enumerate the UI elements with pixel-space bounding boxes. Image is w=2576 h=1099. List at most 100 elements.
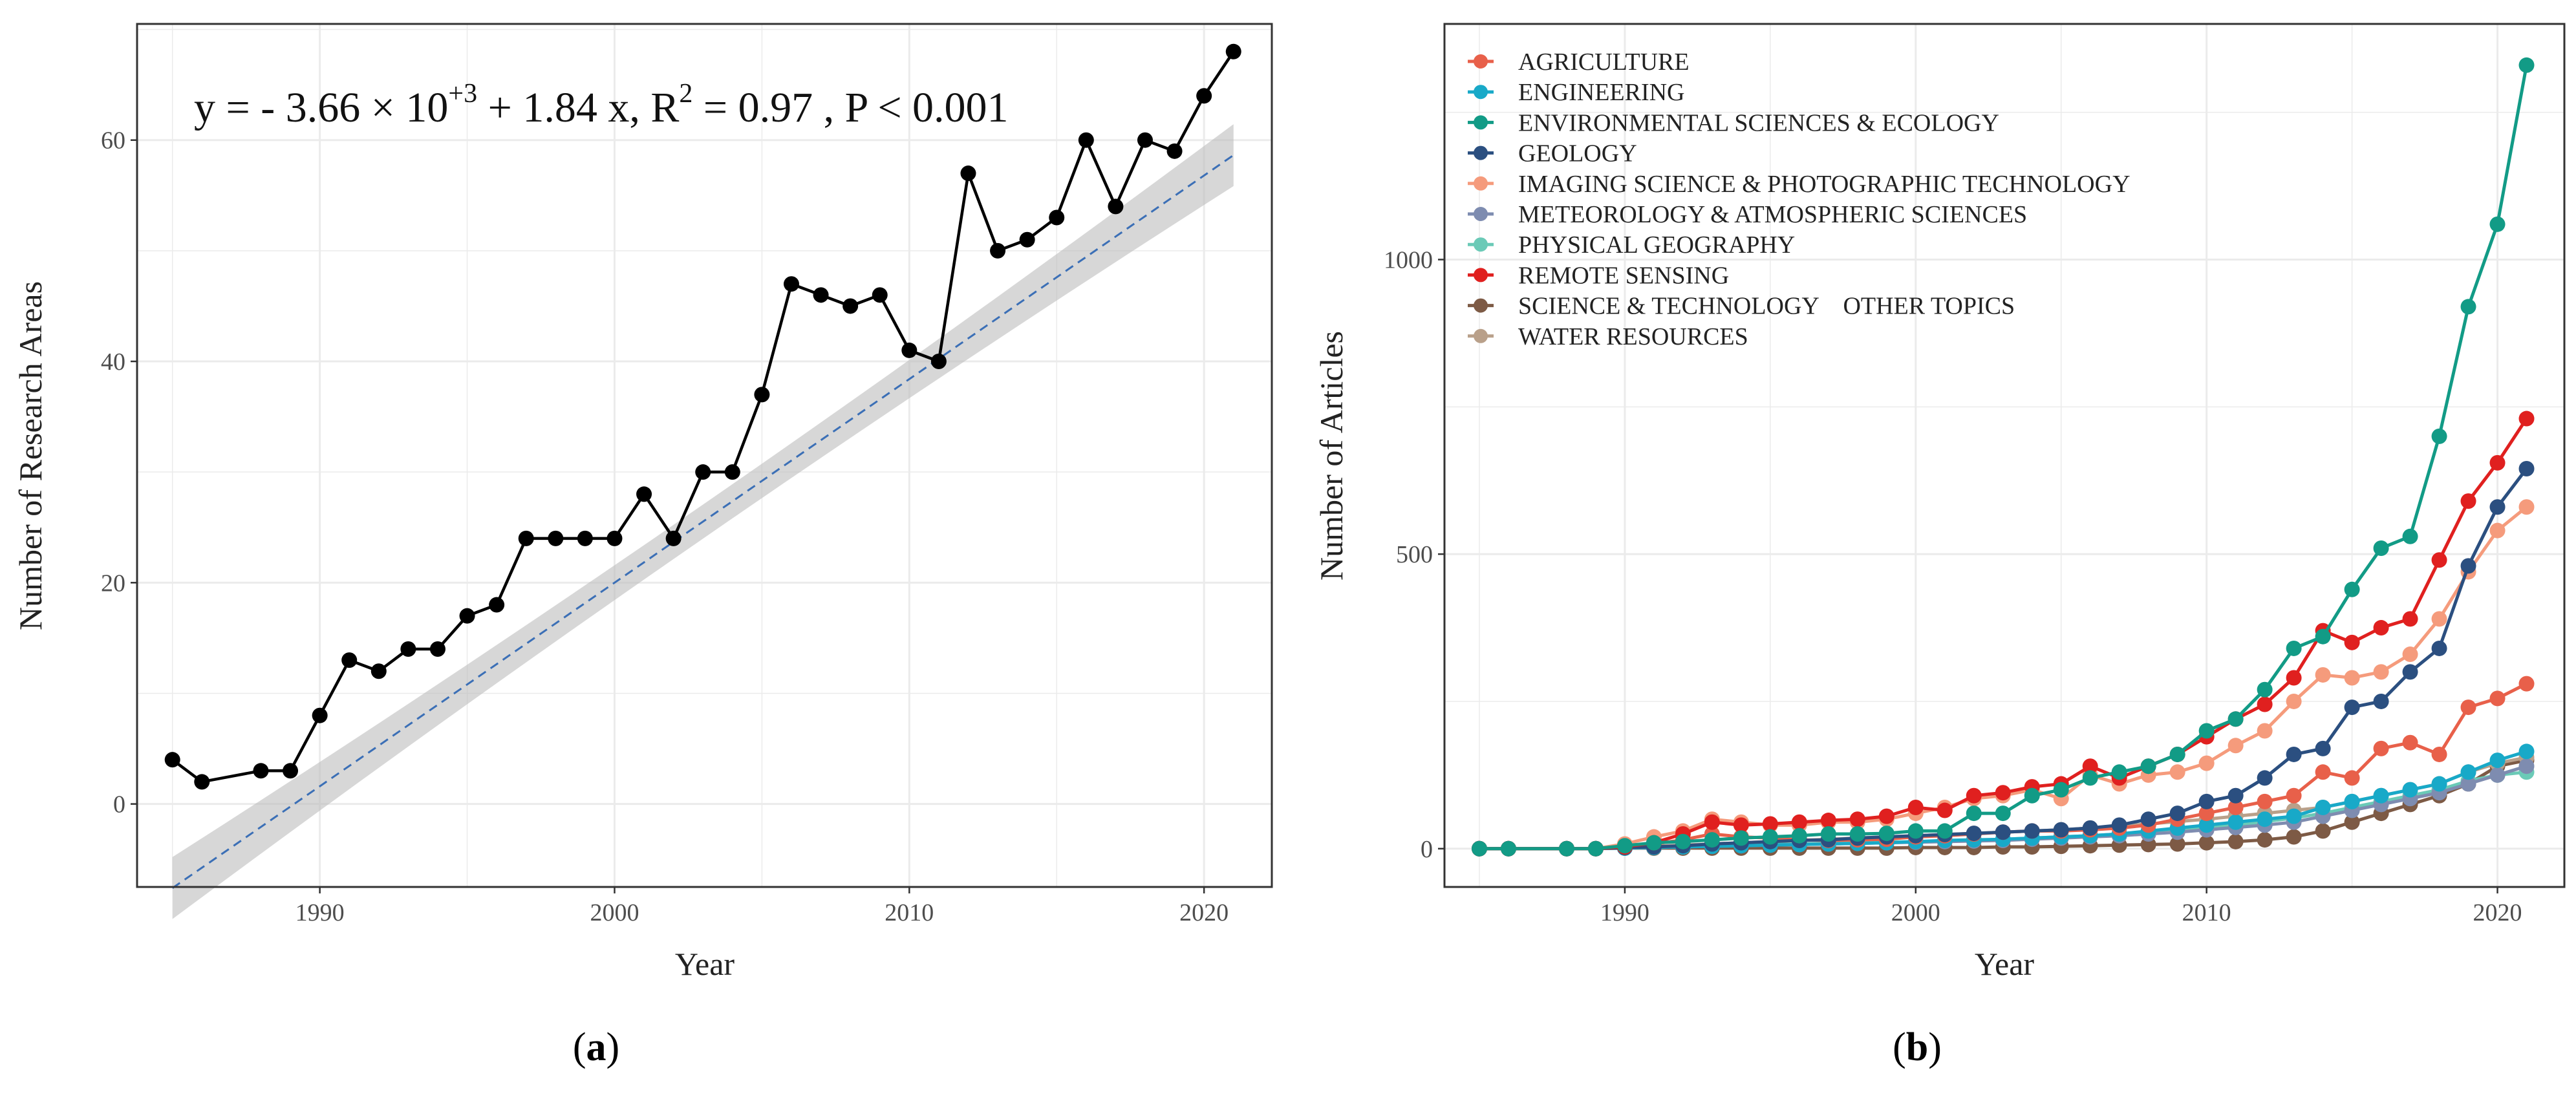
data-point-environmental-sciences-ecology-2009 [2169,746,2185,762]
data-point-1995 [459,608,475,624]
a-y-tick-label: 20 [101,570,125,597]
data-point-science-technology-other-topics-2008 [2140,837,2156,853]
data-point-environmental-sciences-ecology-1997 [1820,826,1836,842]
data-point-environmental-sciences-ecology-2016 [2373,540,2389,557]
data-point-remote-sensing-2002 [1966,787,1982,804]
data-point-geology-2013 [2286,746,2302,762]
data-point-remote-sensing-2001 [1937,802,1953,818]
legend-label: REMOTE SENSING [1518,262,1729,289]
data-point-environmental-sciences-ecology-2002 [1966,806,1982,822]
data-point-remote-sensing-1999 [1878,808,1894,824]
data-point-remote-sensing-2020 [2489,454,2506,471]
data-point-science-technology-other-topics-2014 [2315,823,2331,839]
data-point-agriculture-2014 [2315,764,2331,780]
data-point-engineering-2012 [2257,811,2273,827]
data-point-geology-2012 [2257,770,2273,786]
data-point-remote-sensing-1998 [1849,811,1865,827]
data-point-2020 [1196,88,1212,104]
data-point-geology-2003 [1995,824,2011,840]
b-x-tick-label: 1990 [1600,899,1649,926]
data-point-remote-sensing-2018 [2431,552,2447,568]
data-point-remote-sensing-1995 [1762,816,1778,832]
a-x-tick-label: 2000 [590,899,639,926]
data-point-geology-2017 [2402,664,2418,680]
data-point-2021 [1225,43,1241,59]
regression-equation: y = - 3.66 × 10+3 + 1.84 x, R2 = 0.97 , … [194,79,1009,131]
data-point-2010 [901,342,918,358]
data-point-1998 [548,530,564,546]
legend-key-dot [1474,268,1488,283]
plot-b-border [1443,23,2566,888]
data-point-imaging-science-photographic-technology-2010 [2198,755,2215,771]
data-point-2004 [724,464,740,480]
data-point-2009 [872,287,888,303]
data-point-1985 [164,752,180,768]
data-point-imaging-science-photographic-technology-2017 [2402,646,2418,663]
series-environmental-sciences-ecology [1471,57,2535,857]
panel-label-a: (a) [573,1025,619,1069]
data-point-geology-2016 [2373,693,2389,709]
y-axis-label-a: Number of Research Areas [12,281,48,630]
y-axis-label-b: Number of Articles [1313,331,1349,581]
data-point-remote-sensing-2012 [2257,696,2273,712]
data-point-geology-2010 [2198,793,2215,809]
legend-key-dot [1474,85,1488,100]
data-point-meteorology-atmospheric-sciences-2020 [2489,767,2506,783]
data-point-imaging-science-photographic-technology-2016 [2373,664,2389,680]
data-point-engineering-2010 [2198,817,2215,833]
data-point-1988 [253,763,269,779]
data-point-environmental-sciences-ecology-2013 [2286,640,2302,656]
data-point-agriculture-2016 [2373,740,2389,756]
data-point-agriculture-2018 [2431,746,2447,762]
data-point-engineering-2021 [2518,743,2535,760]
data-point-environmental-sciences-ecology-2010 [2198,723,2215,739]
legend-item-environmental-sciences-ecology: ENVIRONMENTAL SCIENCES & ECOLOGY [1468,109,1999,136]
a-x-tick-label: 2020 [1179,899,1229,926]
data-point-environmental-sciences-ecology-1992 [1675,833,1691,849]
data-point-2019 [1166,143,1183,159]
data-point-remote-sensing-2000 [1907,799,1924,815]
data-point-geology-2008 [2140,811,2156,827]
a-x-tick-label: 2010 [885,899,934,926]
data-point-environmental-sciences-ecology-1988 [1558,840,1574,857]
x-axis-label-b: Year [1975,946,2034,982]
data-point-environmental-sciences-ecology-2014 [2315,628,2331,645]
data-point-environmental-sciences-ecology-2019 [2460,299,2476,315]
data-point-1997 [518,530,534,546]
data-point-agriculture-2021 [2518,676,2535,692]
data-point-2016 [1078,132,1094,148]
data-point-science-technology-other-topics-2011 [2227,833,2244,849]
legend-label: ENVIRONMENTAL SCIENCES & ECOLOGY [1518,109,1999,136]
data-point-environmental-sciences-ecology-2001 [1937,823,1953,839]
data-point-1999 [577,530,593,546]
legend-label: ENGINEERING [1518,79,1685,106]
data-point-1992 [370,663,387,679]
data-point-geology-2019 [2460,558,2476,574]
data-point-remote-sensing-2019 [2460,493,2476,509]
data-point-agriculture-2020 [2489,690,2506,707]
a-x-tick-label: 1990 [295,899,345,926]
data-point-2013 [990,242,1006,259]
data-point-environmental-sciences-ecology-1991 [1646,835,1662,851]
legend-item-meteorology-atmospheric-sciences: METEOROLOGY & ATMOSPHERIC SCIENCES [1468,201,2027,228]
data-point-science-technology-other-topics-2012 [2257,832,2273,848]
data-point-2001 [636,486,652,502]
data-point-2018 [1137,132,1153,148]
data-point-engineering-2014 [2315,799,2331,815]
data-point-environmental-sciences-ecology-1996 [1791,827,1807,844]
data-point-2005 [754,387,770,403]
data-point-environmental-sciences-ecology-2005 [2053,782,2069,798]
legend-label: WATER RESOURCES [1518,323,1748,350]
data-point-environmental-sciences-ecology-2007 [2111,764,2127,780]
data-point-environmental-sciences-ecology-1995 [1762,829,1778,845]
legend-item-imaging-science-photographic-technology: IMAGING SCIENCE & PHOTOGRAPHIC TECHNOLOG… [1468,171,2131,198]
data-point-environmental-sciences-ecology-2006 [2082,770,2098,786]
data-point-2007 [813,287,829,303]
legend-item-remote-sensing: REMOTE SENSING [1468,262,1729,289]
data-point-remote-sensing-2017 [2402,611,2418,627]
data-point-imaging-science-photographic-technology-2009 [2169,764,2185,780]
data-point-imaging-science-photographic-technology-2014 [2315,667,2331,683]
data-point-environmental-sciences-ecology-2003 [1995,806,2011,822]
data-point-environmental-sciences-ecology-2017 [2402,528,2418,544]
